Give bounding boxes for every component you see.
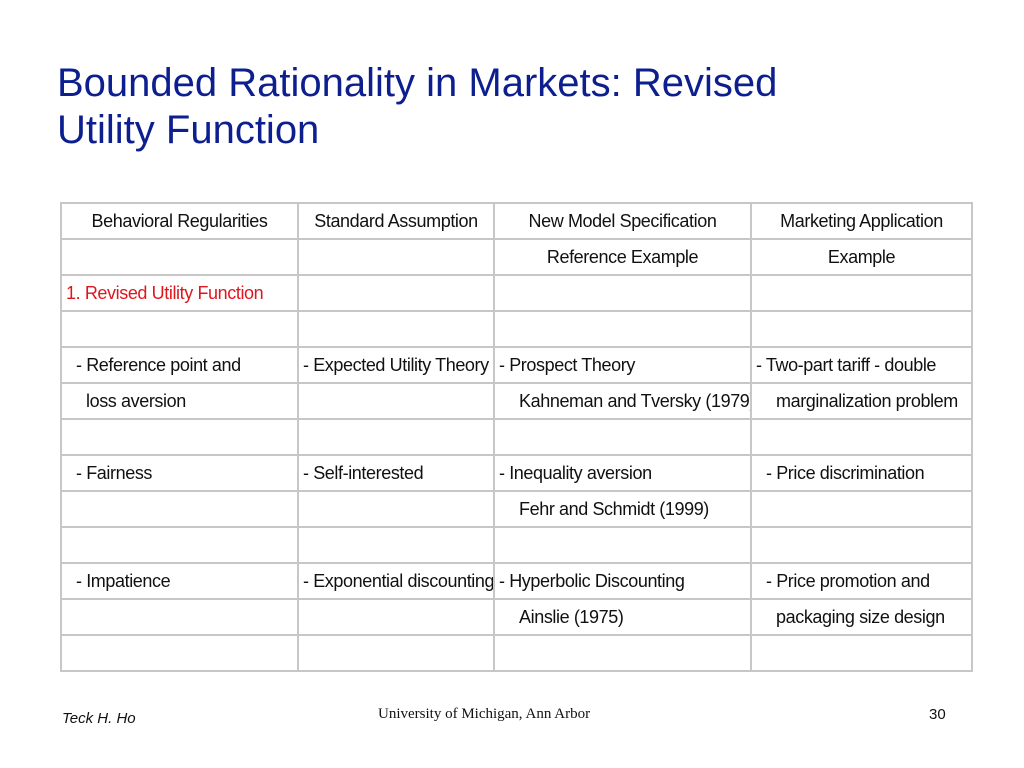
table-header-row: Behavioral Regularities Standard Assumpt… (60, 202, 973, 240)
table-row: - Fairness - Self-interested - Inequalit… (60, 454, 973, 492)
table-cell: - Two-part tariff - double (750, 346, 973, 384)
footer-institution: University of Michigan, Ann Arbor (378, 706, 591, 722)
table-cell (297, 490, 495, 528)
empty-cell (60, 634, 299, 672)
empty-cell (60, 310, 299, 348)
table-spacer-row (60, 634, 973, 672)
table-spacer-row (60, 310, 973, 348)
empty-cell (493, 274, 752, 312)
table-section-row: 1. Revised Utility Function (60, 274, 973, 312)
table-cell (750, 490, 973, 528)
header-behavioral-regularities: Behavioral Regularities (60, 202, 299, 240)
table-spacer-row (60, 526, 973, 564)
empty-cell (493, 418, 752, 456)
table-cell: - Impatience (60, 562, 299, 600)
footer-author: Teck H. Ho (62, 710, 136, 727)
table-cell: - Expected Utility Theory (297, 346, 495, 384)
regularities-table: Behavioral Regularities Standard Assumpt… (60, 202, 973, 672)
empty-cell (60, 418, 299, 456)
table-row: Ainslie (1975) packaging size design (60, 598, 973, 636)
subheader-example: Example (750, 238, 973, 276)
empty-cell (297, 274, 495, 312)
table-cell: - Price discrimination (750, 454, 973, 492)
section-title: 1. Revised Utility Function (60, 274, 299, 312)
empty-cell (297, 634, 495, 672)
table-cell: - Reference point and (60, 346, 299, 384)
table-cell (297, 382, 495, 420)
empty-cell (750, 310, 973, 348)
table-row: Fehr and Schmidt (1999) (60, 490, 973, 528)
table-cell (60, 598, 299, 636)
table-cell (60, 490, 299, 528)
page-number: 30 (929, 706, 946, 723)
header-marketing-application: Marketing Application (750, 202, 973, 240)
subheader-cell (60, 238, 299, 276)
header-new-model-specification: New Model Specification (493, 202, 752, 240)
table-spacer-row (60, 418, 973, 456)
regularities-table-container: Behavioral Regularities Standard Assumpt… (60, 202, 973, 672)
empty-cell (493, 634, 752, 672)
table-cell: Ainslie (1975) (493, 598, 752, 636)
table-row: - Impatience - Exponential discounting -… (60, 562, 973, 600)
subheader-cell (297, 238, 495, 276)
slide-title: Bounded Rationality in Markets: Revised … (57, 60, 977, 154)
table-cell: - Prospect Theory (493, 346, 752, 384)
table-cell: - Self-interested (297, 454, 495, 492)
table-cell: - Exponential discounting (297, 562, 495, 600)
slide-title-line-1: Bounded Rationality in Markets: Revised (57, 61, 778, 105)
table-cell: loss aversion (60, 382, 299, 420)
empty-cell (493, 526, 752, 564)
empty-cell (297, 418, 495, 456)
table-cell: - Fairness (60, 454, 299, 492)
table-cell: - Hyperbolic Discounting (493, 562, 752, 600)
header-standard-assumption: Standard Assumption (297, 202, 495, 240)
empty-cell (493, 310, 752, 348)
table-cell: Kahneman and Tversky (1979) (493, 382, 752, 420)
slide-title-line-2: Utility Function (57, 108, 320, 152)
empty-cell (750, 526, 973, 564)
empty-cell (750, 274, 973, 312)
empty-cell (60, 526, 299, 564)
table-cell: Fehr and Schmidt (1999) (493, 490, 752, 528)
subheader-reference-example: Reference Example (493, 238, 752, 276)
table-cell: packaging size design (750, 598, 973, 636)
table-cell: - Inequality aversion (493, 454, 752, 492)
table-subheader-row: Reference Example Example (60, 238, 973, 276)
empty-cell (750, 634, 973, 672)
empty-cell (297, 310, 495, 348)
table-cell (297, 598, 495, 636)
table-cell: - Price promotion and (750, 562, 973, 600)
table-row: loss aversion Kahneman and Tversky (1979… (60, 382, 973, 420)
empty-cell (297, 526, 495, 564)
empty-cell (750, 418, 973, 456)
table-row: - Reference point and - Expected Utility… (60, 346, 973, 384)
table-cell: marginalization problem (750, 382, 973, 420)
